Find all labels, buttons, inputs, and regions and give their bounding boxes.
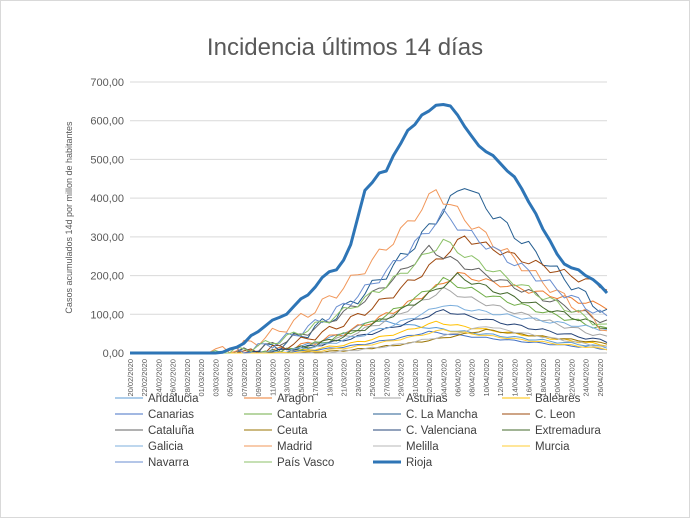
x-tick-label: 24/04/2020 bbox=[582, 359, 591, 397]
x-tick-label: 26/02/2020 bbox=[169, 359, 178, 397]
x-tick-label: 12/04/2020 bbox=[496, 359, 505, 397]
x-tick-label: 09/03/2020 bbox=[254, 359, 263, 397]
x-tick-label: 06/04/2020 bbox=[453, 359, 462, 397]
y-tick-label: 200,00 bbox=[90, 271, 124, 283]
x-tick-label: 31/03/2020 bbox=[411, 359, 420, 397]
y-tick-label: 400,00 bbox=[90, 193, 124, 205]
x-tick-label: 05/03/2020 bbox=[226, 359, 235, 397]
legend-label: Cantabria bbox=[277, 409, 327, 421]
legend-label: Galicia bbox=[148, 441, 184, 453]
x-tick-label: 13/03/2020 bbox=[283, 359, 292, 397]
x-tick-label: 17/03/2020 bbox=[311, 359, 320, 397]
x-tick-label: 02/04/2020 bbox=[425, 359, 434, 397]
x-tick-label: 22/02/2020 bbox=[140, 359, 149, 397]
x-tick-label: 20/02/2020 bbox=[126, 359, 135, 397]
y-axis-label: Casos acumulados 14d por millon de habit… bbox=[64, 121, 74, 314]
legend-label: Murcia bbox=[535, 441, 570, 453]
x-tick-label: 21/03/2020 bbox=[340, 359, 349, 397]
legend-label: Asturias bbox=[406, 393, 448, 405]
legend-label: Ceuta bbox=[277, 425, 308, 437]
legend-label: Rioja bbox=[406, 457, 433, 469]
x-tick-label: 08/04/2020 bbox=[468, 359, 477, 397]
x-tick-label: 11/03/2020 bbox=[268, 359, 277, 396]
x-tick-label: 19/03/2020 bbox=[325, 359, 334, 397]
x-tick-label: 01/03/2020 bbox=[197, 359, 206, 397]
legend-label: Melilla bbox=[406, 441, 439, 453]
y-tick-label: 0,00 bbox=[103, 348, 124, 360]
x-tick-label: 16/04/2020 bbox=[525, 359, 534, 397]
x-tick-label: 24/02/2020 bbox=[154, 359, 163, 397]
legend-label: País Vasco bbox=[277, 457, 334, 469]
legend-label: Navarra bbox=[148, 457, 190, 469]
legend-label: Extremadura bbox=[535, 425, 601, 437]
x-tick-label: 22/04/2020 bbox=[567, 359, 576, 397]
y-tick-label: 300,00 bbox=[90, 232, 124, 244]
series-line-rioja bbox=[130, 103, 609, 355]
x-tick-label: 28/02/2020 bbox=[183, 359, 192, 397]
legend-label: Aragon bbox=[277, 393, 314, 405]
x-tick-label: 10/04/2020 bbox=[482, 359, 491, 397]
x-tick-label: 26/04/2020 bbox=[596, 359, 605, 397]
x-tick-label: 20/04/2020 bbox=[553, 359, 562, 397]
x-tick-label: 03/03/2020 bbox=[211, 359, 220, 397]
y-tick-label: 700,00 bbox=[90, 77, 124, 89]
legend-label: C. Valenciana bbox=[406, 425, 477, 437]
x-tick-label: 25/03/2020 bbox=[368, 359, 377, 397]
x-tick-label: 23/03/2020 bbox=[354, 359, 363, 397]
legend-label: Baleares bbox=[535, 393, 581, 405]
y-tick-label: 600,00 bbox=[90, 116, 124, 128]
x-tick-label: 15/03/2020 bbox=[297, 359, 306, 397]
y-tick-label: 100,00 bbox=[90, 309, 124, 321]
x-tick-label: 07/03/2020 bbox=[240, 359, 249, 397]
legend-label: C. Leon bbox=[535, 409, 575, 421]
x-tick-label: 27/03/2020 bbox=[382, 359, 391, 397]
legend-label: Andalucia bbox=[148, 393, 199, 405]
x-tick-label: 29/03/2020 bbox=[397, 359, 406, 397]
chart-title: Incidencia últimos 14 días bbox=[206, 34, 484, 61]
legend-label: Canarias bbox=[148, 409, 194, 421]
legend-label: C. La Mancha bbox=[406, 409, 478, 421]
series-line-c-valenciana bbox=[130, 309, 608, 354]
x-tick-label: 04/04/2020 bbox=[439, 359, 448, 397]
y-tick-label: 500,00 bbox=[90, 154, 124, 166]
x-tick-label: 14/04/2020 bbox=[510, 359, 519, 397]
series-line-navarra bbox=[130, 208, 608, 354]
legend-label: Cataluña bbox=[148, 425, 195, 437]
legend-label: Madrid bbox=[277, 441, 312, 453]
series-line-cataluña bbox=[130, 244, 608, 354]
x-tick-label: 18/04/2020 bbox=[539, 359, 548, 397]
